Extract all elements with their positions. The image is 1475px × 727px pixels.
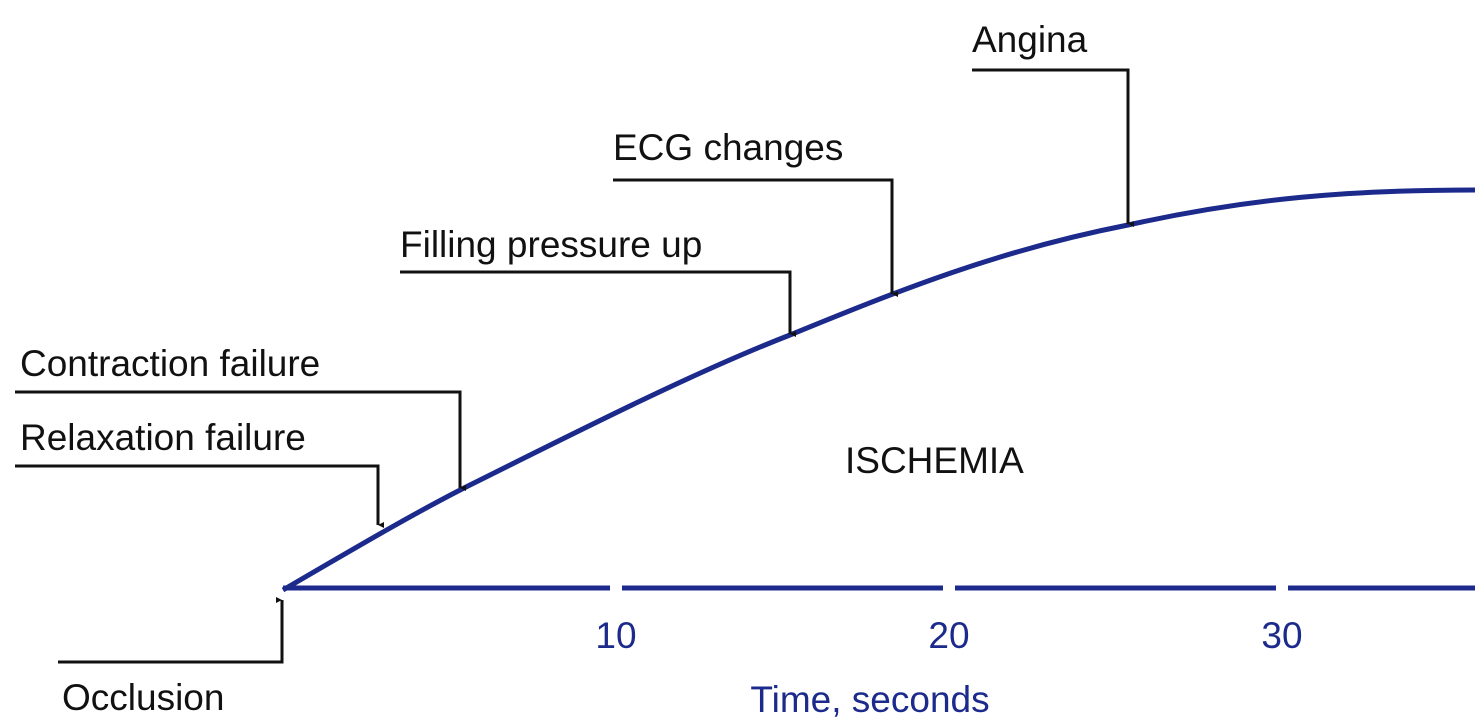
axis-title: Time, seconds xyxy=(750,679,989,720)
time-axis: 10 20 30 xyxy=(283,585,1475,656)
tick-label: 30 xyxy=(1261,615,1302,656)
event-label: Filling pressure up xyxy=(400,224,702,265)
contraction-leader xyxy=(15,390,466,491)
tick-label: 20 xyxy=(928,615,969,656)
event-label: Contraction failure xyxy=(20,343,320,384)
ischemia-curve xyxy=(281,187,1475,593)
region-label: ISCHEMIA xyxy=(845,440,1024,481)
occlusion-leader xyxy=(58,597,284,664)
ecg-leader xyxy=(613,178,898,297)
event-label: Angina xyxy=(972,19,1088,60)
tick-label: 10 xyxy=(595,615,636,656)
event-label: ECG changes xyxy=(613,127,843,168)
event-label: Relaxation failure xyxy=(20,417,306,458)
event-label: Occlusion xyxy=(62,677,224,718)
angina-leader xyxy=(972,68,1134,227)
relaxation-leader xyxy=(15,464,384,528)
filling-leader xyxy=(400,270,796,337)
